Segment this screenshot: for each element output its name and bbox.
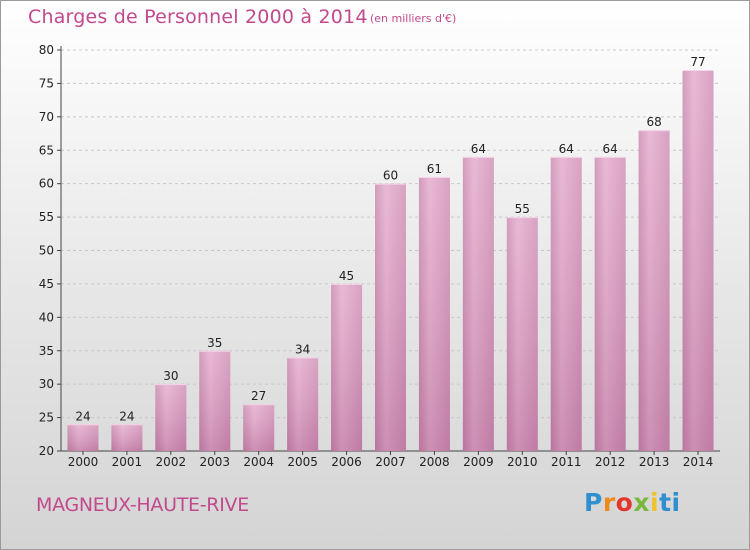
- value-labels: 24 24 30 35 27 34 45 60 61 64 55 64 64 68 77: [75, 55, 705, 423]
- y-tick-label: 55: [39, 210, 54, 224]
- bar-shade: [287, 357, 319, 451]
- y-tick-label: 40: [39, 310, 54, 324]
- logo-letter: t: [659, 488, 672, 517]
- y-tick-label: 45: [39, 277, 54, 291]
- value-label: 45: [339, 269, 354, 283]
- bar-shade: [199, 350, 231, 451]
- value-label: 64: [559, 142, 574, 156]
- x-tick-label: 2005: [287, 455, 318, 469]
- bars: [67, 70, 714, 452]
- bar-shade: [682, 70, 714, 452]
- x-tick-label: 2004: [243, 455, 274, 469]
- bar-shade: [375, 183, 406, 451]
- y-tick-label: 70: [39, 110, 54, 124]
- bar-shade: [418, 176, 450, 451]
- x-tick-label: 2008: [419, 455, 450, 469]
- value-label: 61: [427, 162, 442, 176]
- bar-shade: [67, 424, 99, 451]
- x-tick-label: 2002: [156, 455, 187, 469]
- x-tick-label: 2014: [683, 455, 714, 469]
- logo-letter: P: [584, 488, 603, 517]
- logo-letter: i: [671, 488, 681, 517]
- value-label: 30: [163, 369, 178, 383]
- bar-shade: [594, 156, 626, 451]
- x-tick-label: 2003: [199, 455, 230, 469]
- y-tick-label: 25: [39, 411, 54, 425]
- y-tick-label: 65: [39, 143, 54, 157]
- value-label: 55: [515, 202, 530, 216]
- value-label: 60: [383, 169, 398, 183]
- logo-letter: o: [615, 488, 634, 517]
- value-label: 27: [251, 389, 266, 403]
- commune-name: MAGNEUX-HAUTE-RIVE: [36, 494, 249, 516]
- bar-shade: [638, 130, 670, 451]
- bar-shade: [462, 156, 494, 451]
- value-label: 35: [207, 336, 222, 350]
- y-tick-label: 35: [39, 344, 54, 358]
- bar-shade: [331, 283, 363, 451]
- x-tick-label: 2012: [595, 455, 626, 469]
- value-label: 77: [690, 55, 705, 69]
- x-tick-label: 2013: [639, 455, 670, 469]
- logo-letter: i: [650, 488, 660, 517]
- y-tick-label: 60: [39, 177, 54, 191]
- bar-shade: [243, 404, 275, 451]
- x-tick-label: 2006: [331, 455, 362, 469]
- y-axis-ticks: 20 25 30 35 40 45 50 55 60 65 70 75 80: [39, 43, 61, 458]
- value-label: 24: [119, 409, 134, 423]
- bar-shade: [506, 217, 538, 451]
- x-tick-label: 2011: [551, 455, 582, 469]
- value-label: 34: [295, 342, 310, 356]
- logo-letter: x: [633, 488, 650, 517]
- y-tick-label: 80: [39, 43, 54, 57]
- proxiti-logo: Proxiti: [584, 488, 681, 517]
- bar-shade: [155, 384, 187, 451]
- value-label: 64: [603, 142, 618, 156]
- chart-title: Charges de Personnel 2000 à 2014: [28, 6, 368, 28]
- x-axis-ticks: 2000 2001 2002 2003 2004 2005 2006 2007 2008 2009…: [68, 451, 714, 469]
- bar-shade: [111, 424, 143, 451]
- x-tick-label: 2000: [68, 455, 99, 469]
- y-tick-label: 30: [39, 377, 54, 391]
- x-tick-label: 2009: [463, 455, 494, 469]
- y-tick-label: 75: [39, 76, 54, 90]
- y-tick-label: 50: [39, 244, 54, 258]
- chart-unit: (en milliers d'€): [370, 12, 457, 25]
- value-label: 24: [75, 409, 90, 423]
- logo-letter: r: [602, 488, 616, 517]
- value-label: 64: [471, 142, 486, 156]
- x-tick-label: 2007: [375, 455, 406, 469]
- y-tick-label: 20: [39, 444, 54, 458]
- value-label: 68: [646, 115, 661, 129]
- x-tick-label: 2010: [507, 455, 538, 469]
- x-tick-label: 2001: [112, 455, 143, 469]
- bar-shade: [550, 156, 582, 451]
